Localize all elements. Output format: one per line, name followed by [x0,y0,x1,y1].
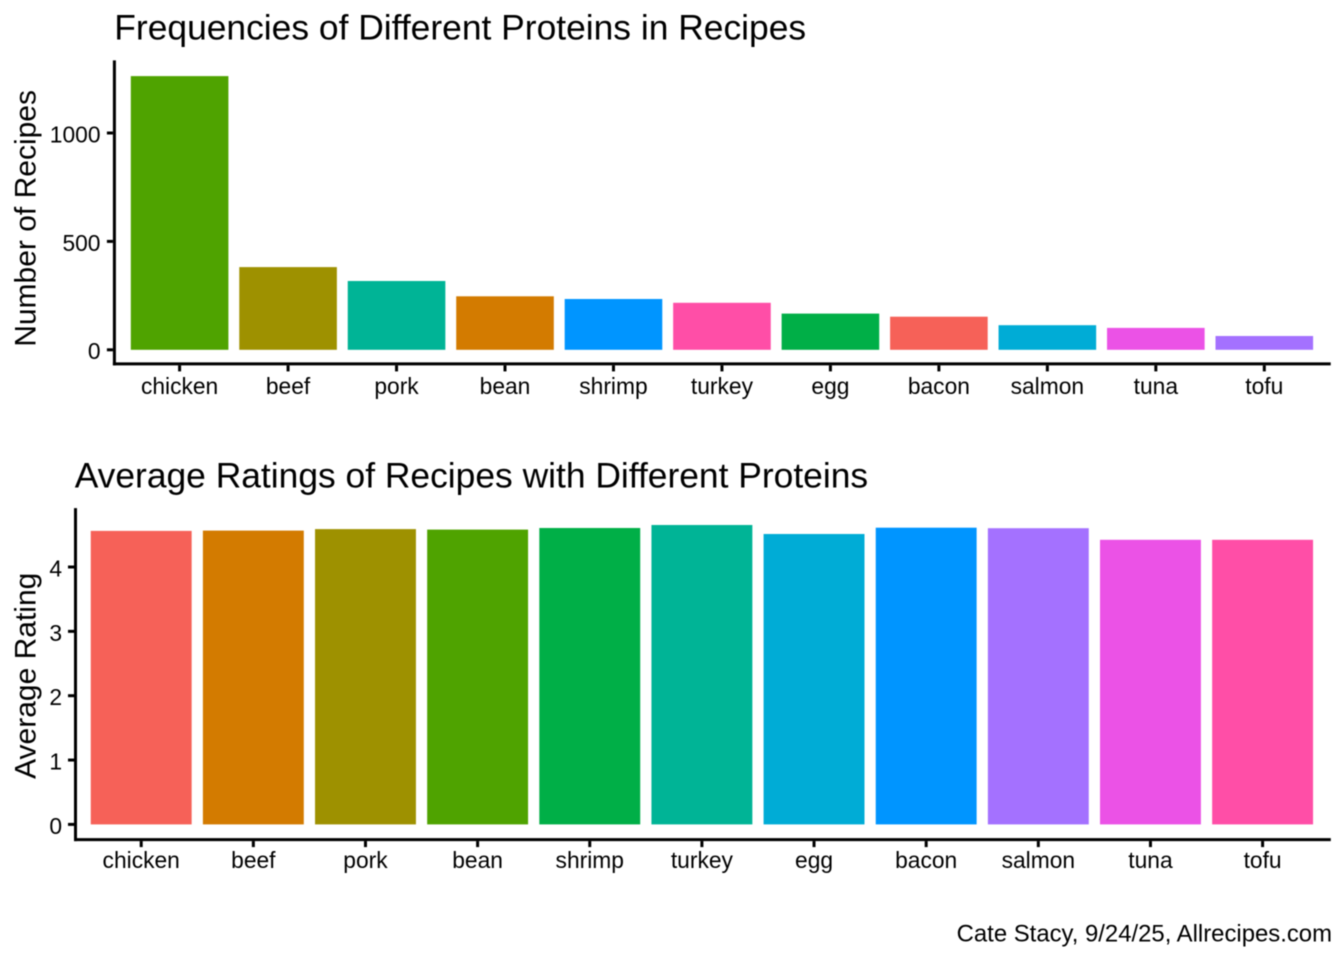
svg-text:chicken: chicken [103,847,180,873]
svg-text:tofu: tofu [1244,847,1282,873]
svg-text:bean: bean [452,847,503,873]
svg-text:pork: pork [343,847,388,873]
svg-text:shrimp: shrimp [579,373,647,399]
svg-text:salmon: salmon [1002,847,1076,873]
svg-text:bacon: bacon [895,847,957,873]
svg-text:Average Ratings of Recipes wit: Average Ratings of Recipes with Differen… [75,456,868,496]
svg-text:egg: egg [811,373,849,399]
svg-text:salmon: salmon [1011,373,1085,399]
svg-text:Frequencies of Different Prote: Frequencies of Different Proteins in Rec… [114,8,806,48]
svg-text:chicken: chicken [141,373,218,399]
svg-text:1000: 1000 [50,121,101,147]
svg-text:pork: pork [374,373,419,399]
svg-text:tuna: tuna [1134,373,1179,399]
svg-text:3: 3 [49,620,62,646]
svg-text:shrimp: shrimp [556,847,624,873]
svg-text:0: 0 [49,813,62,839]
svg-text:2: 2 [49,684,62,710]
svg-text:beef: beef [231,847,276,873]
svg-text:turkey: turkey [691,373,754,399]
svg-text:egg: egg [795,847,833,873]
svg-text:500: 500 [62,230,100,256]
svg-text:Number of Recipes: Number of Recipes [10,90,43,347]
svg-text:beef: beef [266,373,311,399]
svg-text:1: 1 [49,748,62,774]
svg-text:bean: bean [480,373,531,399]
svg-text:0: 0 [88,338,101,364]
svg-text:4: 4 [49,555,62,581]
svg-text:bacon: bacon [908,373,970,399]
svg-text:tofu: tofu [1245,373,1283,399]
svg-text:Average Rating: Average Rating [10,573,43,779]
svg-text:turkey: turkey [671,847,734,873]
svg-text:Cate Stacy, 9/24/25, Allrecipe: Cate Stacy, 9/24/25, Allrecipes.com [957,921,1332,948]
svg-text:tuna: tuna [1128,847,1173,873]
